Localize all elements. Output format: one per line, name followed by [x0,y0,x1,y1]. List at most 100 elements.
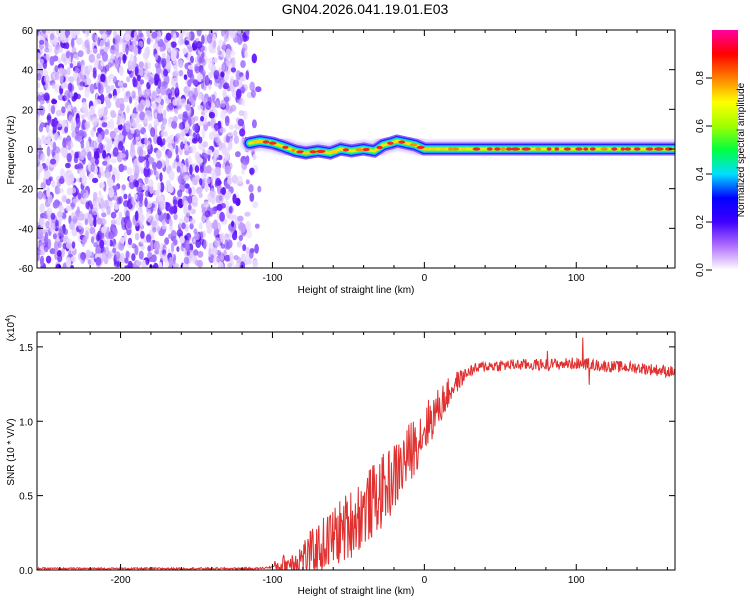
noise-blob [54,65,59,73]
noise-blob [200,115,205,122]
noise-blob [114,34,121,44]
noise-blob [87,213,93,224]
noise-blob [168,102,174,111]
noise-blob [58,205,65,212]
spectrogram-y-tick-label: 20 [22,105,34,116]
noise-blob [60,82,66,89]
noise-blob [166,60,172,72]
noise-blob [139,79,144,85]
noise-blob [112,147,119,157]
noise-blob [131,113,137,119]
noise-blob [173,199,178,206]
noise-blob [208,83,212,90]
noise-blob [136,123,143,131]
noise-blob [160,130,167,137]
noise-blob [121,184,127,191]
noise-blob [37,31,41,43]
snr-series-line [37,337,675,570]
noise-blob [54,83,60,93]
noise-blob [213,69,220,80]
noise-blob [123,95,129,103]
noise-blob [97,133,103,144]
noise-blob [46,208,53,216]
spectrogram-y-tick-label: 40 [22,66,34,77]
noise-blob [64,90,71,101]
noise-blob [215,100,220,109]
noise-blob [112,238,117,247]
noise-blob [139,32,144,38]
spectrogram-ridge [240,131,675,163]
noise-blob [204,183,209,193]
ridge-hotspot [355,148,364,152]
noise-blob [153,262,159,268]
noise-blob [113,140,119,147]
noise-blob [237,35,243,45]
noise-blob [240,98,246,107]
noise-blob [176,95,181,105]
noise-blob [45,170,49,176]
noise-blob [51,82,56,89]
noise-blob [67,104,72,112]
noise-blob [194,151,200,162]
noise-blob [146,30,151,38]
noise-blob [208,30,214,40]
noise-blob [47,128,54,140]
noise-blob [38,164,44,173]
noise-blob [113,185,118,191]
noise-blob [235,70,241,81]
noise-blob [184,40,190,46]
noise-blob [127,237,133,246]
noise-blob [187,64,194,70]
ridge-hotspot [611,147,618,151]
noise-blob [116,120,120,126]
noise-blob [84,121,91,130]
noise-blob [151,102,157,109]
noise-blob [203,153,208,159]
noise-blob [231,56,236,68]
noise-blob [237,215,244,222]
noise-blob [230,50,236,56]
noise-blob [39,249,46,256]
noise-blob [161,57,167,68]
noise-blob [178,69,184,77]
noise-blob [187,155,192,164]
noise-blob [46,137,51,146]
noise-blob [219,127,226,134]
noise-blob [59,188,64,194]
noise-blob [196,186,203,194]
noise-blob [245,70,250,80]
noise-blob [222,40,227,52]
noise-blob [144,62,149,71]
noise-blob [93,151,100,160]
noise-blob [65,51,70,59]
noise-blob [197,104,204,111]
noise-blob [49,33,55,41]
noise-blob [218,39,224,48]
noise-blob [87,151,92,161]
noise-blob [203,201,210,208]
noise-blob [37,118,42,125]
noise-blob [128,65,132,72]
spectrogram-y-tick-label: -40 [19,224,34,235]
noise-blob [95,233,101,242]
noise-blob [183,126,189,134]
noise-blob [239,128,246,137]
noise-blob [188,204,192,211]
noise-blob [151,91,157,102]
noise-blob [76,76,80,87]
noise-blob [246,258,252,265]
noise-blob [249,81,255,92]
noise-blob [94,158,100,165]
noise-blob [249,192,255,202]
noise-blob [93,139,99,149]
noise-blob [58,228,63,237]
noise-blob [218,50,222,56]
noise-blob [223,96,230,103]
noise-blob [191,44,198,51]
noise-blob [196,84,201,94]
noise-blob [170,229,177,241]
noise-blob [100,73,106,83]
noise-blob [149,184,154,195]
spectrogram-y-tick-label: 60 [22,26,34,37]
noise-blob [146,201,152,208]
